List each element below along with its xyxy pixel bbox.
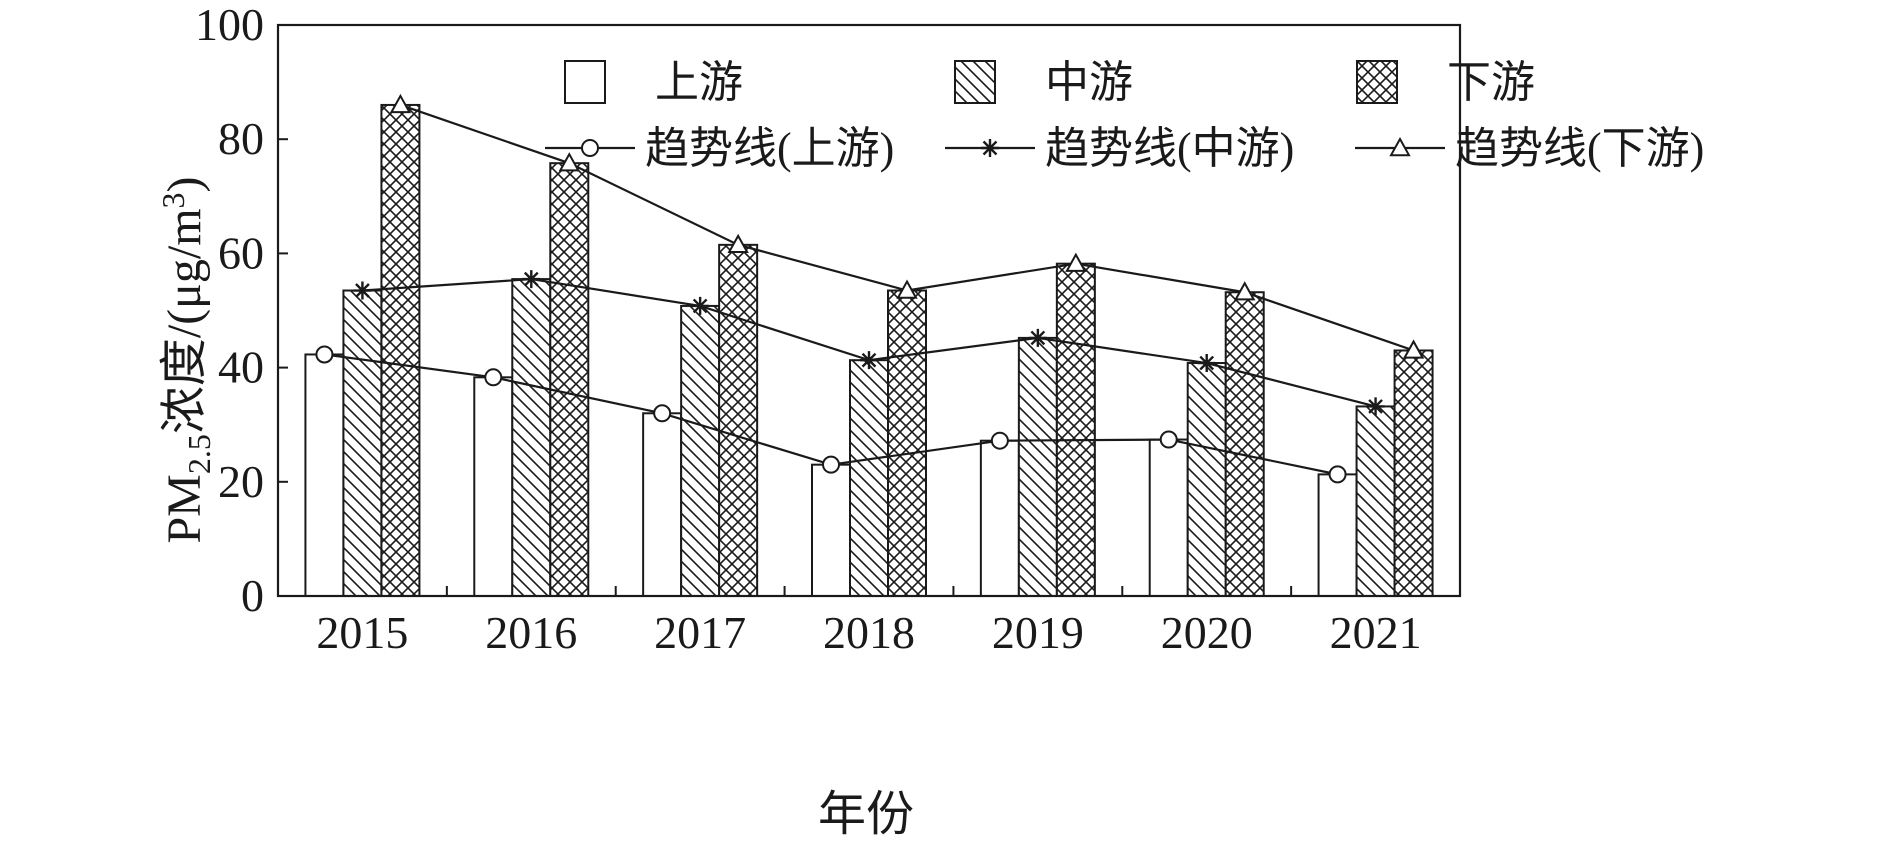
x-tick-label-2021: 2021 xyxy=(1330,607,1422,658)
plot-frame xyxy=(276,23,1462,598)
y-axis-title-superscript: 3 xyxy=(155,192,191,208)
bar-上游-2021 xyxy=(1317,473,1358,598)
trend-marker-趋势线(中游)-2019 xyxy=(1028,328,1047,347)
trend-marker-趋势线(中游)-2020 xyxy=(1197,354,1216,373)
trend-marker-趋势线(下游)-2021 xyxy=(1402,339,1425,359)
y-axis-title-mid: 浓度/(μg/m xyxy=(158,208,211,434)
y-tick-label-60: 60 xyxy=(218,227,264,278)
trend-marker-趋势线(中游)-2018 xyxy=(860,351,878,370)
axes: 0 20 40 60 80 100 2015 2016 2017 2018 2019 2020 2021 xyxy=(195,0,1462,658)
trend-marker-趋势线(下游)-2020 xyxy=(1234,281,1256,301)
legend-marker-趋势线(中游) xyxy=(981,139,999,157)
legend-label-上游: 上游 xyxy=(655,58,743,107)
y-axis-title-base: PM xyxy=(158,474,211,543)
trend-marker-趋势线(下游)-2017 xyxy=(727,233,749,254)
bar-中游-2019 xyxy=(1017,336,1058,597)
legend-label-中游: 中游 xyxy=(1045,58,1133,107)
trend-marker-趋势线(上游)-2015 xyxy=(315,345,334,364)
trend-marker-趋势线(中游)-2017 xyxy=(691,296,710,315)
x-tick-label-2016: 2016 xyxy=(485,607,577,658)
bar-上游-2018 xyxy=(811,463,851,598)
y-tick-label-20: 20 xyxy=(218,456,264,507)
trend-marker-趋势线(上游)-2016 xyxy=(484,368,503,387)
bar-下游-2015 xyxy=(380,103,421,597)
trend-marker-趋势线(下游)-2016 xyxy=(558,152,580,172)
y-tick-label-80: 80 xyxy=(218,113,264,164)
bar-上游-2017 xyxy=(642,412,683,597)
legend-label-下游: 下游 xyxy=(1447,58,1535,107)
legend-marker-趋势线(下游) xyxy=(1389,136,1411,157)
bar-下游-2018 xyxy=(887,289,927,597)
trend-marker-趋势线(上游)-2017 xyxy=(653,404,672,423)
bar-中游-2020 xyxy=(1186,362,1227,598)
trend-marker-趋势线(中游)-2021 xyxy=(1366,397,1385,416)
bar-中游-2016 xyxy=(511,278,552,597)
bar-上游-2020 xyxy=(1148,438,1189,597)
trend-marker-趋势线(下游)-2015 xyxy=(389,93,412,114)
y-tick-label-40: 40 xyxy=(218,342,264,393)
bar-上游-2015 xyxy=(304,353,345,598)
y-axis-title-end: ) xyxy=(158,176,211,192)
bar-上游-2019 xyxy=(979,439,1020,597)
y-tick-label-100: 100 xyxy=(195,0,264,50)
y-axis-title: PM2.5浓度/(μg/m3) xyxy=(155,176,217,543)
legend-swatch-中游 xyxy=(954,60,996,104)
bar-下游-2017 xyxy=(718,243,759,598)
trend-marker-趋势线(上游)-2019 xyxy=(990,431,1009,450)
bar-下游-2019 xyxy=(1055,262,1096,597)
trend-marker-趋势线(下游)-2019 xyxy=(1065,252,1087,272)
legend-swatch-下游 xyxy=(1356,60,1398,104)
x-tick-label-2020: 2020 xyxy=(1161,607,1253,658)
x-tick-label-2019: 2019 xyxy=(992,607,1084,658)
trend-line-group xyxy=(315,93,1425,484)
bar-下游-2021 xyxy=(1393,349,1434,597)
bar-中游-2021 xyxy=(1355,405,1396,598)
trend-marker-趋势线(上游)-2020 xyxy=(1159,430,1178,449)
x-axis-title: 年份 xyxy=(818,788,914,841)
bar-group xyxy=(304,103,1434,598)
x-tick-label-2017: 2017 xyxy=(654,607,746,658)
legend-label-趋势线(下游): 趋势线(下游) xyxy=(1455,124,1704,173)
trend-marker-趋势线(下游)-2018 xyxy=(896,279,918,299)
legend-swatch-上游 xyxy=(564,60,606,104)
bar-中游-2017 xyxy=(680,304,721,597)
y-axis-title-subscript: 2.5 xyxy=(181,434,217,474)
bar-中游-2015 xyxy=(342,289,383,597)
trend-marker-趋势线(上游)-2021 xyxy=(1328,465,1347,484)
bar-中游-2018 xyxy=(849,359,889,597)
bar-上游-2016 xyxy=(473,376,514,597)
x-tick-label-2018: 2018 xyxy=(823,607,915,658)
bar-下游-2020 xyxy=(1224,291,1265,597)
trend-marker-趋势线(上游)-2018 xyxy=(822,455,840,474)
bar-下游-2016 xyxy=(549,162,590,597)
legend-label-趋势线(上游): 趋势线(上游) xyxy=(645,124,894,173)
x-tick-label-2015: 2015 xyxy=(316,607,408,658)
trend-marker-趋势线(中游)-2015 xyxy=(353,281,372,300)
trend-marker-趋势线(中游)-2016 xyxy=(522,270,541,289)
y-tick-label-0: 0 xyxy=(241,570,264,621)
legend-label-趋势线(中游): 趋势线(中游) xyxy=(1045,124,1294,173)
legend-marker-趋势线(上游) xyxy=(581,139,599,157)
